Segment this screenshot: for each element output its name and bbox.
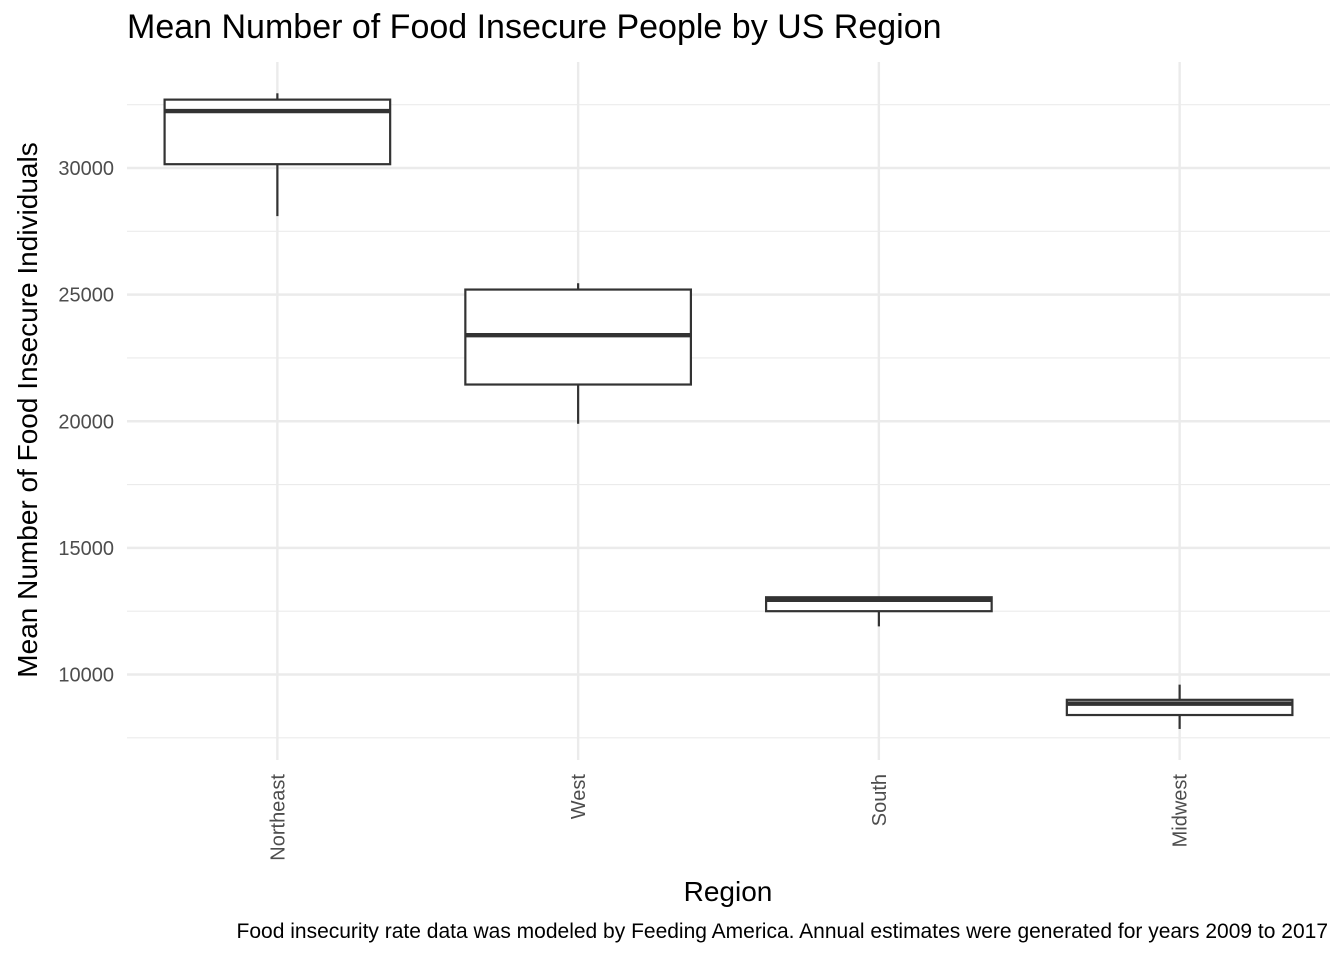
x-axis-ticks: Northeast West South Midwest bbox=[267, 774, 1191, 861]
x-tick-label: Midwest bbox=[1170, 774, 1192, 848]
chart-caption: Food insecurity rate data was modeled by… bbox=[236, 920, 1328, 943]
x-tick-label: South bbox=[869, 774, 891, 826]
box-south bbox=[764, 596, 993, 627]
x-axis-label: Region bbox=[683, 876, 773, 907]
chart-title: Mean Number of Food Insecure People by U… bbox=[127, 8, 942, 46]
y-tick-label: 20000 bbox=[58, 411, 114, 433]
y-tick-label: 15000 bbox=[58, 538, 114, 560]
box-series bbox=[163, 93, 1294, 729]
x-tick-label: West bbox=[568, 774, 590, 820]
y-axis-ticks: 10000 15000 20000 25000 30000 bbox=[58, 158, 114, 687]
y-tick-label: 10000 bbox=[58, 665, 114, 687]
minor-gridlines bbox=[127, 104, 1330, 739]
y-axis-label: Mean Number of Food Insecure Individuals bbox=[12, 142, 43, 678]
y-tick-label: 30000 bbox=[58, 158, 114, 180]
major-gridlines bbox=[127, 62, 1330, 760]
y-tick-label: 25000 bbox=[58, 285, 114, 307]
box-northeast bbox=[163, 93, 392, 217]
box-west bbox=[464, 283, 693, 424]
box-midwest bbox=[1065, 684, 1294, 729]
x-tick-label: Northeast bbox=[267, 774, 289, 861]
